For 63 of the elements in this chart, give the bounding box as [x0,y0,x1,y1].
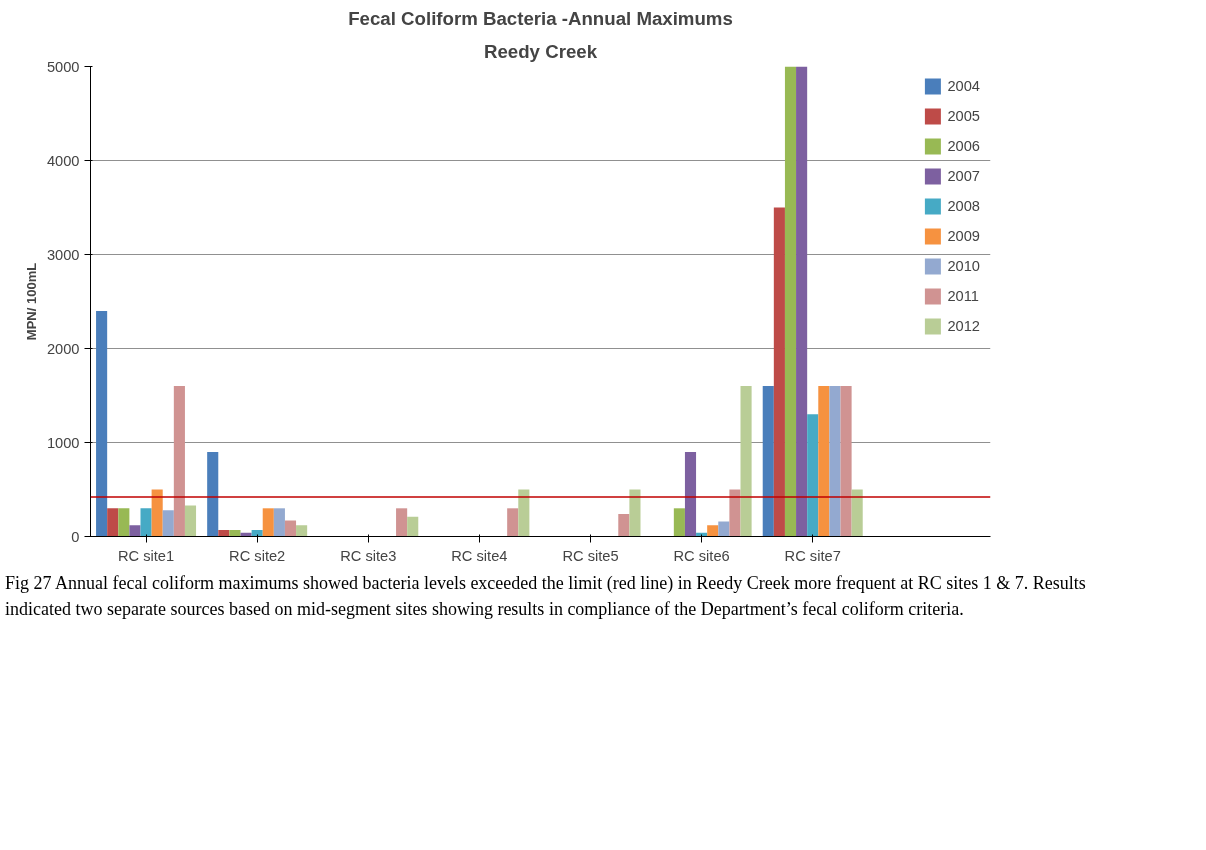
caption: Fig 27 Annual fecal coliform maximums showed bacteria levels exceeded the limit (red line) in Reedy Creek more frequent at RC sites 1 & 7. Results indicated two separate sources based on mid-segment sites showing results in compliance of the Department’s fecal coliform criteria. [5,572,1087,621]
y-tick-label: 0 [71,528,80,545]
bar [673,508,685,537]
bar [773,207,785,537]
bar [518,489,530,537]
bar [618,513,630,537]
bar [140,508,152,537]
bar [762,386,774,537]
x-tick-label: RC site5 [562,547,619,564]
legend-label: 2008 [947,198,980,214]
bar [718,521,730,537]
x-tick-label: RC site3 [340,547,397,564]
legend-label: 2005 [947,108,980,124]
bar [784,66,797,537]
bar [507,508,519,537]
x-tick-label: RC site1 [117,547,175,564]
legend-label: 2010 [947,258,980,274]
x-tick-label: RC site7 [784,547,841,564]
y-axis-title: MPN/ 100mL [23,262,39,341]
bar [273,508,285,537]
y-tick-label: 1000 [46,434,80,451]
chart-subtitle: Reedy Creek [483,40,598,62]
x-tick-label: RC site6 [673,547,730,564]
x-tick-label: RC site2 [229,547,286,564]
bar [207,451,219,537]
legend-label: 2007 [947,168,980,184]
bar [296,525,308,537]
bar [840,386,852,537]
bar [184,505,197,537]
bar [162,510,174,537]
bar [129,525,141,537]
bar [729,489,741,537]
bar [96,310,108,537]
bar [262,508,274,537]
chart-title: Fecal Coliform Bacteria -Annual Maximums [348,7,733,29]
bar [118,508,130,537]
y-tick-label: 3000 [46,246,80,263]
legend-label: 2012 [947,318,980,334]
bar [629,489,641,537]
bar [396,508,408,537]
y-tick-label: 4000 [46,152,80,169]
bar [818,386,830,537]
bar [707,525,719,537]
bar [107,508,119,537]
bar [796,66,808,537]
bar [173,386,185,537]
legend-label: 2006 [947,138,980,154]
bar [684,451,697,537]
bar [807,414,819,537]
bar [407,516,419,537]
legend-label: 2004 [947,78,980,94]
x-tick-label: RC site4 [451,547,508,564]
bar [151,489,163,537]
bar [740,386,752,537]
legend-label: 2009 [947,228,980,244]
y-tick-label: 5000 [46,58,80,75]
legend-label: 2011 [947,288,979,304]
bar [829,386,841,537]
bar [218,529,230,537]
bar [229,529,241,537]
bar [284,520,297,537]
y-tick-label: 2000 [46,340,80,357]
bar [851,489,863,537]
